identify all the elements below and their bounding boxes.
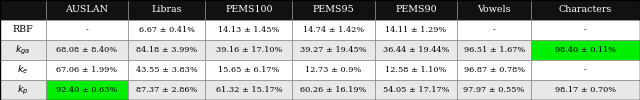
Bar (45, 60, 128, 80)
Text: 36.44 ± 19.44%: 36.44 ± 19.44% (383, 46, 449, 54)
Text: 54.05 ± 17.17%: 54.05 ± 17.17% (383, 86, 449, 94)
Bar (0, 80, 45, 100)
Text: Vowels: Vowels (477, 6, 511, 14)
Bar (531, 20, 640, 40)
Bar (375, 40, 458, 60)
Bar (375, 80, 458, 100)
Bar (458, 60, 531, 80)
Text: 61.32 ± 15.17%: 61.32 ± 15.17% (216, 86, 282, 94)
Bar (375, 60, 458, 80)
Text: $k_e$: $k_e$ (17, 64, 28, 76)
Bar (128, 20, 205, 40)
Text: -: - (493, 26, 495, 34)
Text: Characters: Characters (559, 6, 612, 14)
Bar (0, 40, 45, 60)
Bar (531, 60, 640, 80)
Bar (292, 60, 375, 80)
Text: 98.40 ± 0.11%: 98.40 ± 0.11% (555, 46, 616, 54)
Text: Libras: Libras (152, 6, 182, 14)
Text: 98.17 ± 0.70%: 98.17 ± 0.70% (555, 86, 616, 94)
Bar (205, 20, 292, 40)
Bar (205, 60, 292, 80)
Bar (458, 40, 531, 60)
Text: -: - (584, 66, 587, 74)
Bar (292, 40, 375, 60)
Text: 68.08 ± 8.40%: 68.08 ± 8.40% (56, 46, 118, 54)
Text: PEMS90: PEMS90 (396, 6, 437, 14)
Bar (458, 0, 531, 20)
Bar (128, 40, 205, 60)
Bar (458, 20, 531, 40)
Text: 12.73 ± 0.9%: 12.73 ± 0.9% (305, 66, 362, 74)
Text: 14.13 ± 1.45%: 14.13 ± 1.45% (218, 26, 280, 34)
Bar (375, 20, 458, 40)
Bar (292, 0, 375, 20)
Text: PEMS100: PEMS100 (225, 6, 273, 14)
Text: PEMS95: PEMS95 (313, 6, 355, 14)
Text: 43.55 ± 3.83%: 43.55 ± 3.83% (136, 66, 198, 74)
Bar (458, 80, 531, 100)
Text: -: - (86, 26, 88, 34)
Text: 39.27 ± 19.45%: 39.27 ± 19.45% (300, 46, 367, 54)
Bar (45, 80, 128, 100)
Text: 67.06 ± 1.99%: 67.06 ± 1.99% (56, 66, 118, 74)
Text: 12.58 ± 1.10%: 12.58 ± 1.10% (385, 66, 447, 74)
Text: 14.74 ± 1.42%: 14.74 ± 1.42% (303, 26, 364, 34)
Text: 6.67 ± 0.41%: 6.67 ± 0.41% (139, 26, 195, 34)
Bar (205, 0, 292, 20)
Text: 15.65 ± 6.17%: 15.65 ± 6.17% (218, 66, 280, 74)
Bar (531, 40, 640, 60)
Bar (0, 20, 45, 40)
Text: $k_p$: $k_p$ (17, 83, 29, 97)
Bar (0, 60, 45, 80)
Text: 14.11 ± 1.29%: 14.11 ± 1.29% (385, 26, 447, 34)
Bar (205, 80, 292, 100)
Text: 96.51 ± 1.67%: 96.51 ± 1.67% (463, 46, 525, 54)
Text: 60.26 ± 16.19%: 60.26 ± 16.19% (300, 86, 367, 94)
Bar (292, 20, 375, 40)
Bar (531, 0, 640, 20)
Text: -: - (584, 26, 587, 34)
Text: $k_{ga}$: $k_{ga}$ (15, 44, 31, 57)
Text: AUSLAN: AUSLAN (65, 6, 108, 14)
Bar (205, 40, 292, 60)
Text: RBF: RBF (12, 26, 33, 34)
Bar (0, 0, 45, 20)
Bar (45, 0, 128, 20)
Text: 96.87 ± 0.78%: 96.87 ± 0.78% (463, 66, 525, 74)
Text: 39.16 ± 17.10%: 39.16 ± 17.10% (216, 46, 282, 54)
Bar (292, 80, 375, 100)
Text: 97.97 ± 0.55%: 97.97 ± 0.55% (463, 86, 525, 94)
Bar (128, 60, 205, 80)
Text: 84.18 ± 3.99%: 84.18 ± 3.99% (136, 46, 197, 54)
Bar (128, 80, 205, 100)
Bar (531, 80, 640, 100)
Bar (375, 0, 458, 20)
Bar (45, 40, 128, 60)
Bar (128, 0, 205, 20)
Text: 92.40 ± 0.63%: 92.40 ± 0.63% (56, 86, 118, 94)
Text: 87.37 ± 2.86%: 87.37 ± 2.86% (136, 86, 198, 94)
Bar (45, 20, 128, 40)
